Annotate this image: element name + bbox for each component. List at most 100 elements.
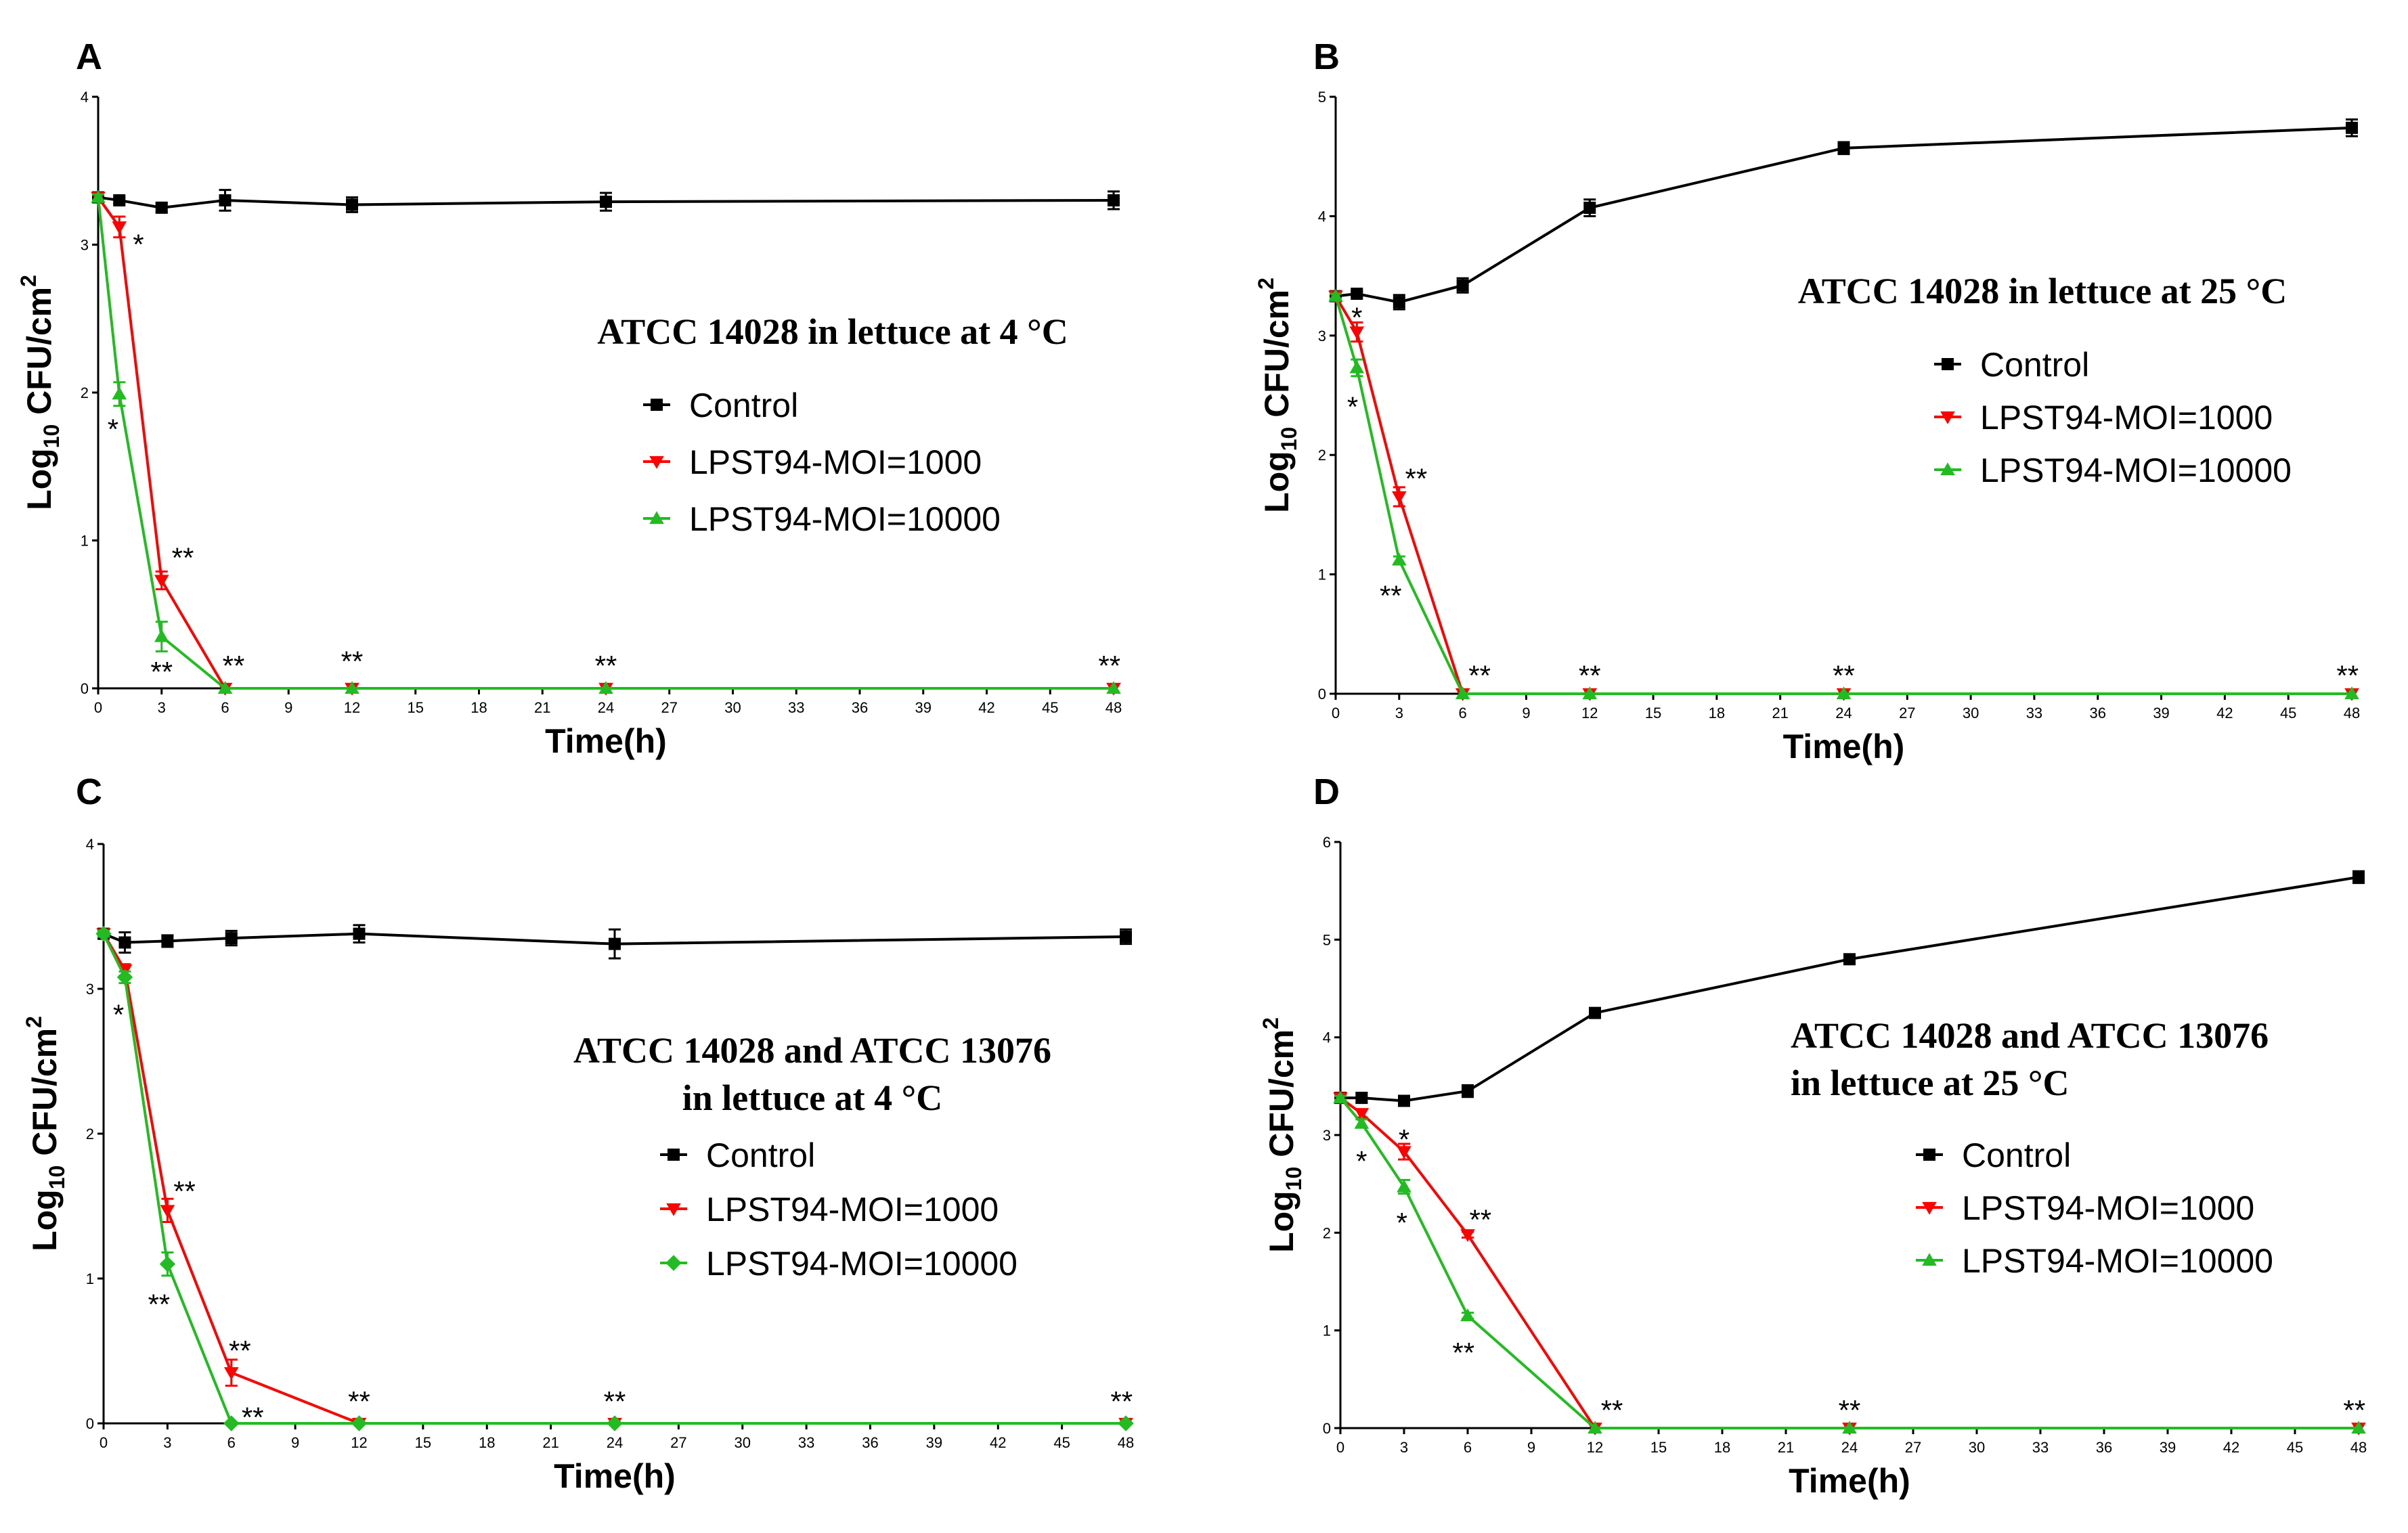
significance-label: ** [1098,650,1120,682]
data-point [1392,552,1407,566]
y-tick-label: 0 [1318,686,1326,703]
x-axis-title: Time(h) [1789,1462,1910,1500]
x-tick-label: 39 [915,699,932,716]
significance-label: ** [1601,1394,1623,1426]
significance-label: * [1351,301,1362,333]
x-tick-label: 15 [1645,705,1661,721]
series-control [97,924,1132,960]
legend-marker [1922,1201,1937,1215]
x-tick-label: 15 [1650,1439,1667,1456]
significance-label: * [1397,1207,1407,1239]
legend-label: Control [1962,1136,2071,1174]
chart-title: ATCC 14028 and ATCC 13076 [1791,1015,2269,1056]
x-tick-label: 36 [852,699,868,716]
series-moi1000 [1328,290,2359,701]
y-tick-label: 2 [81,384,89,401]
chart-title: ATCC 14028 in lettuce at 4 °C [597,311,1068,352]
significance-label: ** [604,1385,626,1417]
x-tick-label: 12 [351,1434,367,1451]
x-tick-label: 48 [1106,699,1122,716]
y-axis-title-subscript: 10 [1277,427,1301,451]
significance-label: ** [150,656,173,688]
data-point [1588,1421,1602,1434]
x-tick-label: 48 [2344,705,2360,721]
legend-marker [665,1255,682,1271]
x-axis-title: Time(h) [554,1457,676,1495]
x-tick-label: 12 [1581,705,1598,721]
x-tick-label: 48 [2350,1439,2367,1456]
significance-label: * [133,229,144,261]
x-tick-label: 45 [2287,1439,2303,1456]
data-point [351,1415,368,1431]
legend-label: Control [706,1136,815,1174]
y-axis-title: Log10 CFU/cm2 [22,1016,69,1251]
data-point [1837,141,1850,154]
y-tick-label: 3 [1323,1127,1331,1144]
x-tick-label: 42 [2223,1439,2239,1456]
x-tick-label: 27 [670,1434,686,1451]
data-point [2344,686,2359,700]
significance-label: ** [242,1401,264,1433]
legend-marker [666,1203,681,1216]
significance-label: ** [223,650,245,682]
legend-marker [649,511,664,525]
data-point [159,1256,176,1272]
x-axis-title: Time(h) [545,722,667,760]
data-point [598,681,613,694]
data-point [1460,1229,1475,1243]
y-axis-title: Log10 CFU/cm2 [1258,1017,1306,1253]
legend-marker [1942,358,1954,370]
data-point [345,681,359,694]
data-point [1106,681,1121,694]
x-tick-label: 21 [1778,1439,1794,1456]
x-tick-label: 0 [94,699,102,716]
x-tick-label: 24 [607,1434,623,1451]
x-tick-label: 33 [798,1434,814,1451]
y-tick-label: 3 [1318,328,1326,345]
panel-b: B0 3 6 9 12 15 18 21 24 27 30 33 36 39 42 45 48012345Tim… [1254,37,2360,765]
x-tick-label: 6 [1464,1439,1472,1456]
data-point [1392,491,1407,504]
legend-label: LPST94-MOI=1000 [706,1191,999,1228]
data-point [2351,1421,2366,1434]
significance-label: ** [2336,660,2359,692]
data-point [1108,194,1120,206]
y-tick-label: 6 [1323,834,1331,851]
x-tick-label: 18 [479,1434,495,1451]
y-axis-title-base: Log [1263,1191,1300,1253]
data-point [1118,1415,1134,1431]
x-tick-label: 42 [990,1434,1006,1451]
series-line [102,933,1126,1425]
data-point [600,196,612,208]
y-tick-label: 0 [86,1415,94,1432]
y-tick-label: 1 [1323,1323,1331,1339]
x-tick-label: 33 [788,699,804,716]
significance-label: ** [2343,1394,2365,1426]
significance-label: ** [148,1289,170,1320]
data-point [223,1415,240,1431]
y-tick-label: 1 [1318,566,1326,583]
data-point [1583,202,1596,215]
y-tick-label: 5 [1323,931,1331,948]
y-axis-title-base: Log [1258,451,1296,513]
panel-letter: B [1313,37,1340,77]
x-tick-label: 21 [534,699,550,716]
data-point [112,221,127,235]
data-point [1398,1094,1410,1107]
data-point [2352,870,2365,883]
data-point [1349,326,1365,340]
significance-label: ** [341,646,364,677]
data-point [91,190,106,203]
legend-label: Control [1980,346,2089,384]
y-tick-label: 5 [1318,89,1326,106]
legend-label: LPST94-MOI=10000 [1980,451,2292,489]
data-point [112,386,127,400]
data-point [1462,1085,1474,1098]
series-control [92,189,1120,214]
panel-c: C0 3 6 9 12 15 18 21 24 27 30 33 36 39 42 45 4801234Time… [22,772,1134,1495]
significance-label: ** [595,650,617,682]
x-tick-label: 39 [2160,1439,2176,1456]
significance-label: * [1356,1145,1367,1177]
y-tick-label: 2 [1323,1224,1331,1241]
